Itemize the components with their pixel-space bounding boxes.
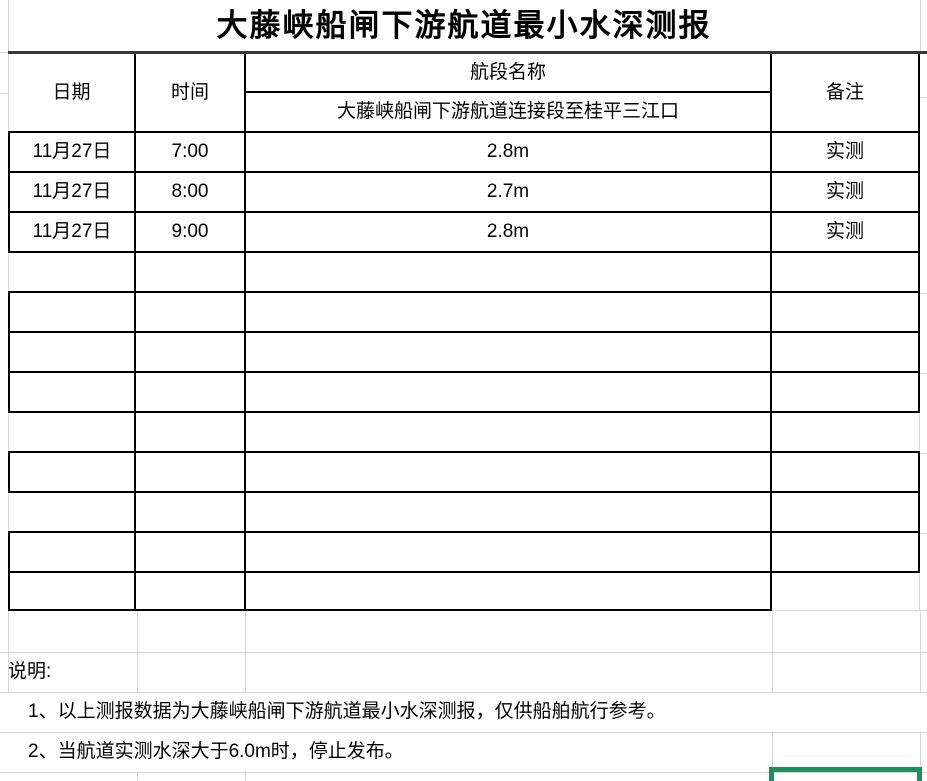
cell-time-2[interactable]: 9:00 xyxy=(136,213,246,251)
empty-cell[interactable] xyxy=(136,373,246,411)
empty-cell[interactable] xyxy=(8,453,136,491)
table-row-empty xyxy=(8,253,920,293)
empty-cell[interactable] xyxy=(8,533,136,571)
header-time-cell[interactable]: 时间 xyxy=(136,54,246,131)
cell-remark-1[interactable]: 实测 xyxy=(772,173,920,211)
empty-cell[interactable] xyxy=(8,573,136,610)
empty-cell[interactable] xyxy=(246,573,772,610)
table-bottom-border xyxy=(8,609,772,611)
empty-cell[interactable] xyxy=(772,533,920,571)
gridline xyxy=(920,97,927,98)
table-header-row: 日期 时间 航段名称 大藤峡船闸下游航道连接段至桂平三江口 备注 xyxy=(8,54,920,133)
header-section-cell[interactable]: 航段名称 大藤峡船闸下游航道连接段至桂平三江口 xyxy=(246,54,772,131)
gridline xyxy=(920,293,927,294)
notes-label-cell[interactable]: 说明: xyxy=(8,661,52,682)
cell-time-1[interactable]: 8:00 xyxy=(136,173,246,211)
table-row-empty xyxy=(8,573,920,610)
header-remark-cell[interactable]: 备注 xyxy=(772,54,920,131)
note-cell-2[interactable]: 2、当航道实测水深大于6.0m时，停止发布。 xyxy=(28,741,404,762)
gridline xyxy=(920,612,921,692)
gridline xyxy=(0,772,927,773)
cell-date-1[interactable]: 11月27日 xyxy=(8,173,136,211)
gridline xyxy=(920,533,927,534)
gridline xyxy=(245,772,246,781)
empty-cell[interactable] xyxy=(246,293,772,331)
table-row: 11月27日 9:00 2.8m 实测 xyxy=(8,213,920,253)
empty-cell[interactable] xyxy=(246,373,772,411)
empty-cell[interactable] xyxy=(8,293,136,331)
gridline xyxy=(772,732,773,772)
header-section-title[interactable]: 航段名称 xyxy=(246,54,770,93)
table-row-empty xyxy=(8,293,920,333)
table-row-empty xyxy=(8,413,920,453)
gridline xyxy=(8,612,9,692)
gridline xyxy=(137,772,138,781)
gridline xyxy=(920,0,921,52)
empty-cell[interactable] xyxy=(246,493,772,531)
title-bottom-border xyxy=(8,51,927,54)
cell-depth-2[interactable]: 2.8m xyxy=(246,213,772,251)
empty-cell[interactable] xyxy=(772,493,920,531)
empty-cell[interactable] xyxy=(136,333,246,371)
empty-cell[interactable] xyxy=(772,413,920,451)
gridline xyxy=(245,612,246,692)
header-section-sub[interactable]: 大藤峡船闸下游航道连接段至桂平三江口 xyxy=(336,101,679,122)
report-table: 日期 时间 航段名称 大藤峡船闸下游航道连接段至桂平三江口 备注 11月27日 … xyxy=(8,54,920,610)
gridline xyxy=(920,373,927,374)
empty-cell[interactable] xyxy=(136,493,246,531)
empty-cell[interactable] xyxy=(8,493,136,531)
gridline xyxy=(8,0,9,52)
table-row: 11月27日 7:00 2.8m 实测 xyxy=(8,133,920,173)
cell-time-0[interactable]: 7:00 xyxy=(136,133,246,171)
empty-cell[interactable] xyxy=(246,533,772,571)
empty-cell[interactable] xyxy=(136,413,246,451)
table-row-empty xyxy=(8,493,920,533)
gridline xyxy=(772,612,773,692)
empty-cell[interactable] xyxy=(8,413,136,451)
empty-cell[interactable] xyxy=(772,253,920,291)
empty-cell[interactable] xyxy=(246,413,772,451)
cell-depth-1[interactable]: 2.7m xyxy=(246,173,772,211)
empty-cell[interactable] xyxy=(8,253,136,291)
cell-date-0[interactable]: 11月27日 xyxy=(8,133,136,171)
cell-depth-0[interactable]: 2.8m xyxy=(246,133,772,171)
empty-cell[interactable] xyxy=(136,573,246,610)
empty-cell[interactable] xyxy=(246,253,772,291)
empty-cell[interactable] xyxy=(136,453,246,491)
empty-cell[interactable] xyxy=(772,573,920,610)
table-row-empty xyxy=(8,453,920,493)
empty-cell[interactable] xyxy=(772,453,920,491)
selected-cell[interactable] xyxy=(769,767,922,781)
gridline xyxy=(0,52,8,53)
gridline xyxy=(920,453,927,454)
empty-cell[interactable] xyxy=(772,373,920,411)
gridline xyxy=(137,612,138,692)
gridline xyxy=(0,93,8,94)
gridline xyxy=(920,732,921,768)
report-title-cell[interactable]: 大藤峡船闸下游航道最小水深测报 xyxy=(216,8,712,43)
gridline xyxy=(772,610,927,611)
empty-cell[interactable] xyxy=(246,453,772,491)
cell-remark-0[interactable]: 实测 xyxy=(772,133,920,171)
empty-cell[interactable] xyxy=(246,333,772,371)
empty-cell[interactable] xyxy=(136,253,246,291)
gridline xyxy=(0,692,927,693)
table-row-empty xyxy=(8,533,920,573)
cell-remark-2[interactable]: 实测 xyxy=(772,213,920,251)
header-date-cell[interactable]: 日期 xyxy=(8,54,136,131)
cell-date-2[interactable]: 11月27日 xyxy=(8,213,136,251)
empty-cell[interactable] xyxy=(772,293,920,331)
empty-cell[interactable] xyxy=(136,293,246,331)
gridline xyxy=(0,732,927,733)
note-cell-1[interactable]: 1、以上测报数据为大藤峡船闸下游航道最小水深测报，仅供船舶航行参考。 xyxy=(28,701,666,722)
gridline xyxy=(0,652,927,653)
empty-cell[interactable] xyxy=(136,533,246,571)
table-row-empty xyxy=(8,333,920,373)
empty-cell[interactable] xyxy=(8,333,136,371)
table-row-empty xyxy=(8,373,920,413)
empty-cell[interactable] xyxy=(772,333,920,371)
table-row: 11月27日 8:00 2.7m 实测 xyxy=(8,173,920,213)
empty-cell[interactable] xyxy=(8,373,136,411)
